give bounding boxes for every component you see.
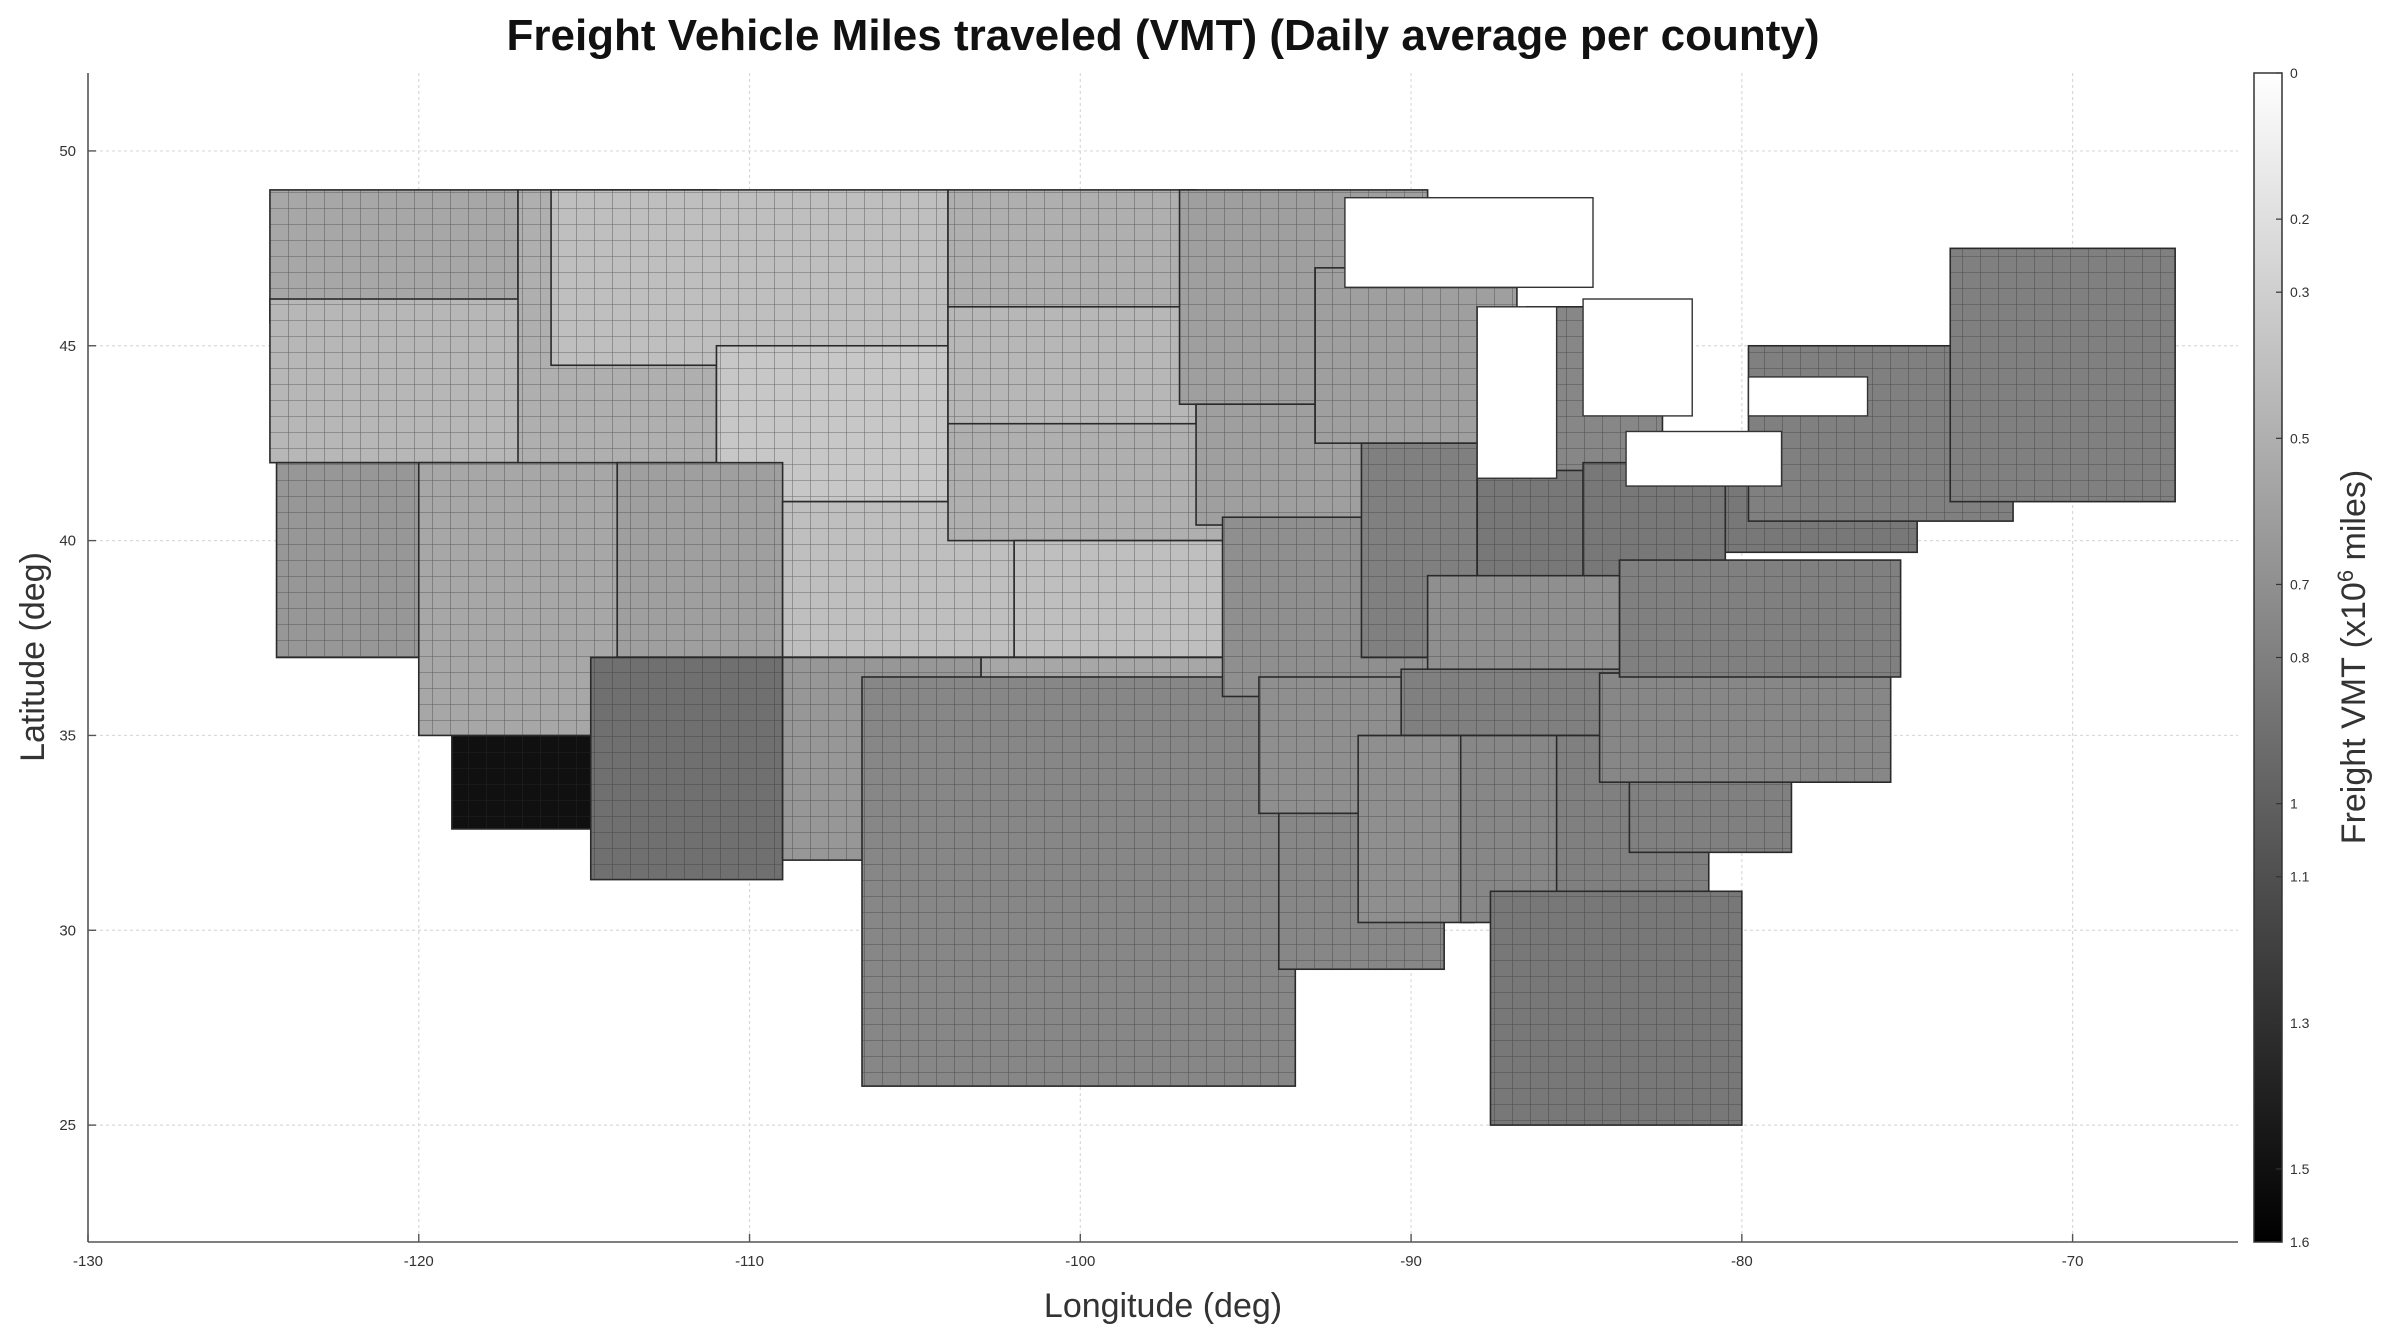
county-boundaries (617, 462, 783, 658)
x-tick-label: -120 (404, 1253, 434, 1270)
lake (1747, 376, 1869, 417)
chart-title: Freight Vehicle Miles traveled (VMT) (Da… (506, 11, 1819, 60)
colorbar-tick-label: 0.3 (2290, 284, 2310, 300)
y-tick-label: 40 (59, 533, 76, 550)
x-tick-label: -90 (1400, 1253, 1422, 1270)
county-boundaries (948, 423, 1230, 541)
x-tick-label: -130 (73, 1253, 103, 1270)
y-tick-label: 45 (59, 338, 76, 355)
y-axis-ticks: 25 30 35 40 45 50 (59, 143, 96, 1134)
county-boundaries (418, 462, 618, 736)
colorbar-tick-label: 1.5 (2290, 1161, 2310, 1177)
y-tick-label: 25 (59, 1117, 76, 1134)
colorbar-label: Freight VMT (x106 miles) (2333, 470, 2374, 844)
colorbar-tick-label: 0 (2290, 65, 2298, 81)
x-axis-label: Longitude (deg) (1044, 1287, 1282, 1325)
colorbar-ticks: 0 0.2 0.3 0.5 0.7 0.8 1 1.1 1.3 1.5 1.6 (2276, 65, 2310, 1250)
x-tick-label: -110 (735, 1253, 764, 1270)
colorbar-tick-label: 1.6 (2290, 1234, 2310, 1250)
county-boundaries (948, 189, 1197, 307)
county-boundaries (551, 189, 948, 366)
colorbar-tick-label: 1.3 (2290, 1015, 2310, 1031)
county-boundaries (1014, 540, 1259, 658)
county-boundaries (1599, 673, 1891, 783)
y-tick-label: 50 (59, 143, 76, 160)
county-boundaries (1619, 560, 1901, 677)
county-boundaries (590, 657, 783, 880)
y-tick-label: 30 (59, 922, 76, 939)
county-boundaries (269, 299, 535, 463)
colorbar-tick-label: 0.7 (2290, 576, 2310, 592)
county-boundaries (1490, 891, 1742, 1126)
x-tick-label: -80 (1731, 1253, 1753, 1270)
lake (1344, 196, 1594, 289)
x-tick-label: -100 (1065, 1253, 1095, 1270)
lake (1582, 298, 1693, 417)
y-axis-label: Latitude (deg) (14, 552, 52, 762)
lake (1625, 430, 1783, 487)
x-tick-label: -70 (2062, 1253, 2084, 1270)
colorbar-tick-label: 1.1 (2290, 869, 2310, 885)
colorbar-tick-label: 0.8 (2290, 650, 2310, 666)
x-axis-ticks: -130 -120 -110 -100 -90 -80 -70 (73, 1234, 2083, 1270)
county-boundaries (1950, 248, 2176, 502)
colorbar-tick-label: 0.2 (2290, 211, 2310, 227)
lake (1476, 306, 1558, 479)
y-tick-label: 35 (59, 727, 76, 744)
colorbar-tick-label: 0.5 (2290, 430, 2310, 446)
county-boundaries (948, 306, 1197, 444)
county-boundaries (862, 676, 1296, 1087)
county-boundaries (1358, 735, 1474, 923)
colorbar-tick-label: 1 (2290, 796, 2298, 812)
us-county-map (269, 189, 2176, 1126)
